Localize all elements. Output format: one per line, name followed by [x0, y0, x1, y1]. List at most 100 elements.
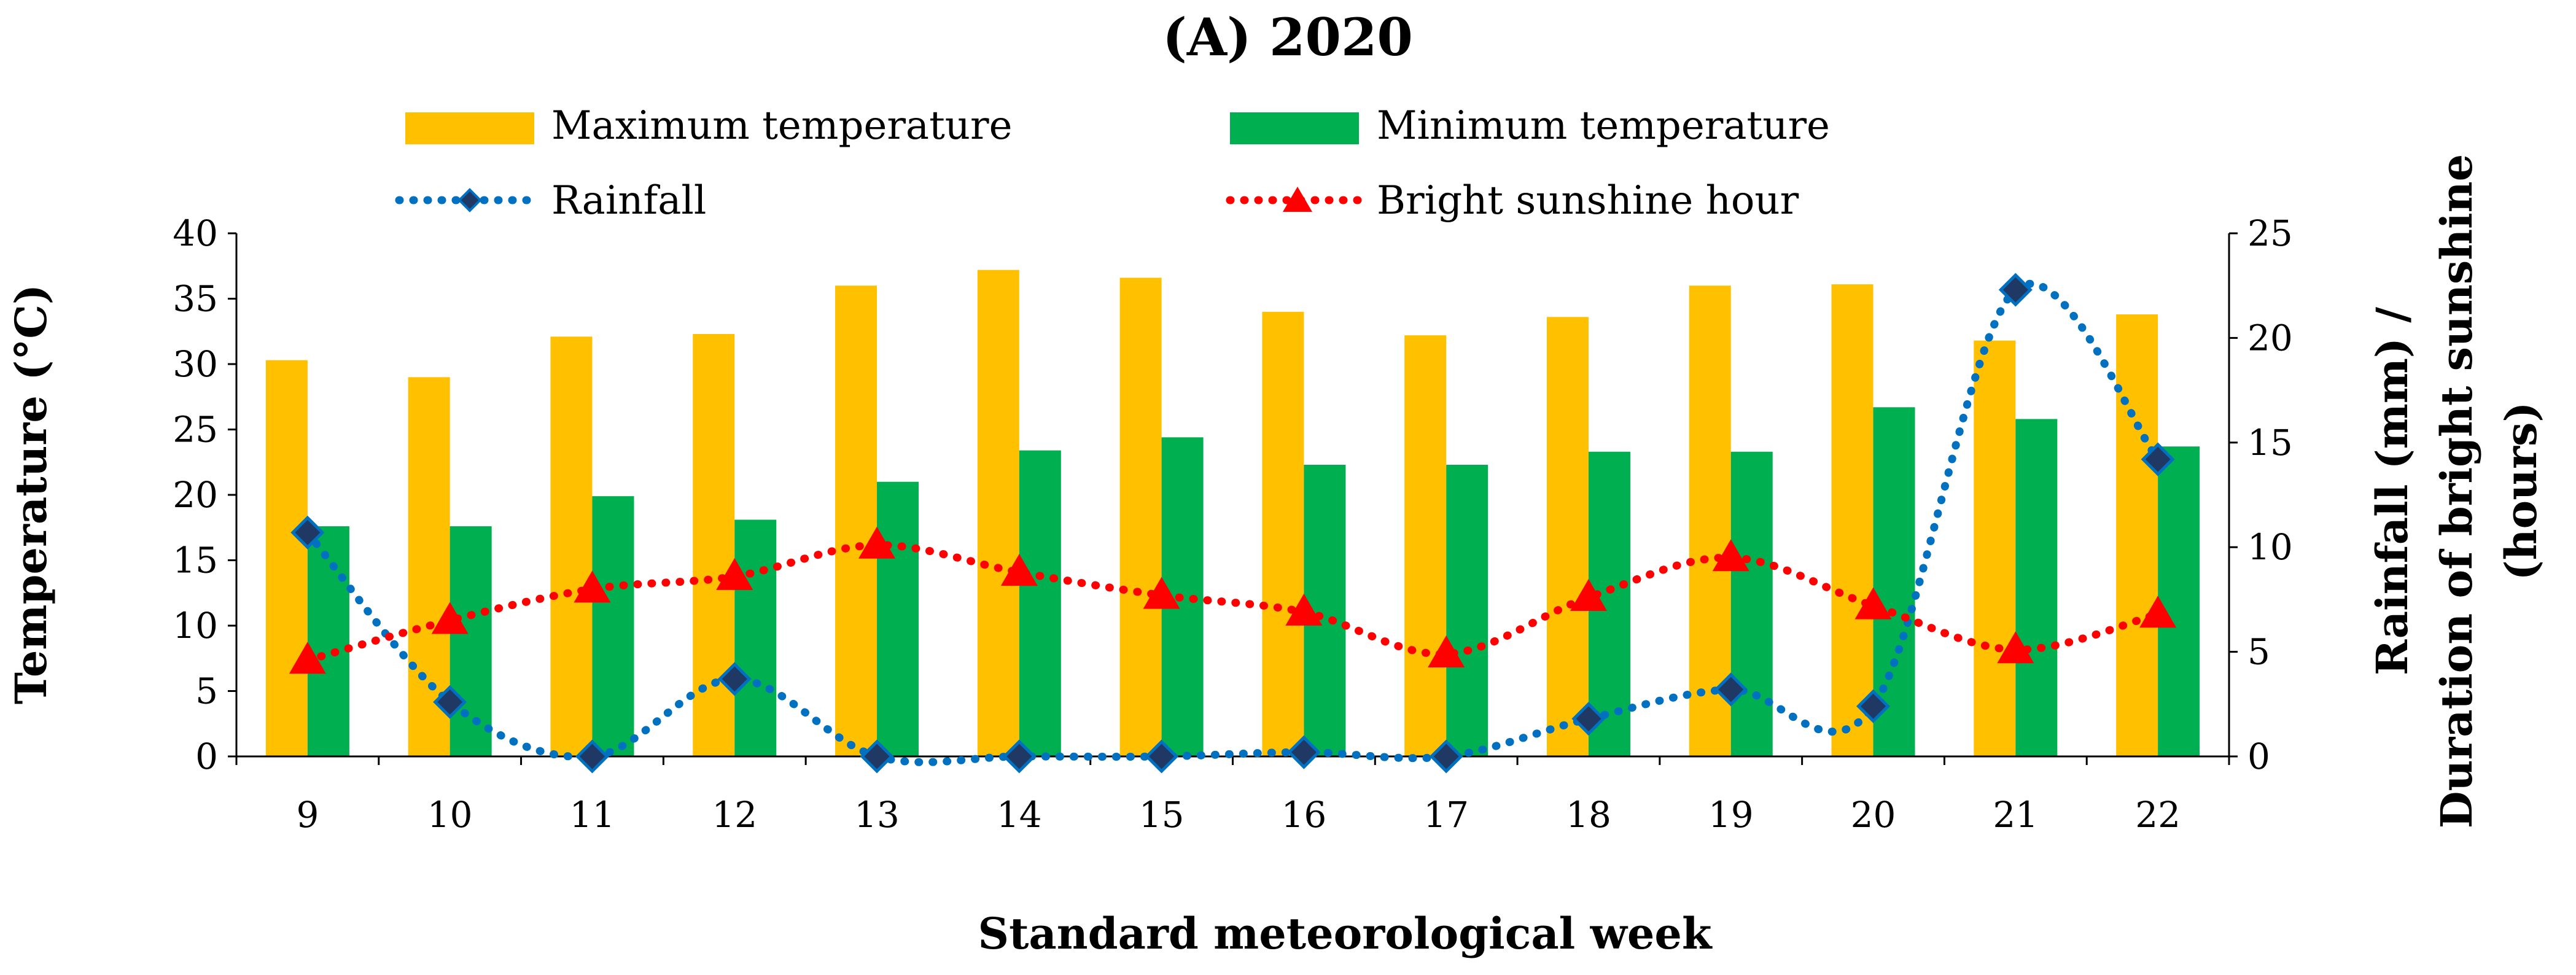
legend-marker-rainfall	[457, 188, 482, 212]
x-tick-label: 10	[427, 794, 473, 836]
legend: Maximum temperature Minimum temperature …	[395, 103, 1830, 223]
legend-label-max-temp: Maximum temperature	[551, 103, 1012, 149]
bar-min-temp-week-22	[2158, 446, 2200, 756]
point-rainfall-week-11	[575, 739, 609, 774]
point-rainfall-week-14	[1002, 739, 1037, 774]
bar-max-temp-week-20	[1831, 284, 1874, 756]
y2-tick-label: 25	[2247, 212, 2293, 254]
point-rainfall-week-13	[860, 739, 894, 774]
legend-label-min-temp: Minimum temperature	[1377, 103, 1830, 149]
point-rainfall-week-16	[1286, 735, 1321, 769]
point-rainfall-week-17	[1429, 739, 1463, 774]
y2-tick-label: 15	[2247, 422, 2293, 464]
point-sunshine-week-18	[1570, 578, 1607, 611]
point-rainfall-week-19	[1714, 672, 1748, 707]
x-tick-label: 12	[712, 794, 757, 836]
chart-title: (A) 2020	[1162, 7, 1413, 68]
point-sunshine-week-17	[1428, 635, 1465, 668]
x-tick-label: 22	[2135, 794, 2181, 836]
point-rainfall-week-20	[1856, 689, 1891, 723]
bar-min-temp-week-14	[1019, 450, 1061, 756]
bar-max-temp-week-18	[1546, 317, 1589, 756]
y-tick-label: 20	[173, 474, 218, 516]
bar-min-temp-week-9	[307, 526, 349, 756]
y-tick-label: 40	[173, 212, 218, 254]
bar-max-temp-week-14	[977, 270, 1019, 756]
x-tick-label: 19	[1708, 794, 1754, 836]
point-sunshine-week-21	[1997, 631, 2034, 664]
point-rainfall-week-18	[1571, 702, 1606, 736]
bar-max-temp-week-19	[1689, 286, 1731, 756]
point-sunshine-week-12	[716, 557, 753, 590]
legend-marker-sunshine	[1283, 187, 1312, 212]
point-rainfall-week-9	[290, 515, 325, 550]
x-tick-label: 18	[1566, 794, 1611, 836]
plot-area: 0 5 10 15 20 25 30 35 40 0 5 10 15 20 25 9 10 11 12 13 14 15 1…	[173, 212, 2293, 836]
legend-swatch-max-temp	[405, 112, 534, 144]
bar-min-temp-week-17	[1446, 465, 1488, 756]
bar-min-temp-week-12	[734, 519, 777, 756]
y2-tick-label: 5	[2247, 631, 2270, 673]
y2-axis-title-line-2: Duration of bright sunshine	[2431, 154, 2482, 828]
bar-max-temp-week-9	[265, 360, 308, 756]
bar-max-temp-week-15	[1119, 278, 1162, 756]
point-sunshine-week-20	[1854, 587, 1892, 620]
y2-axis-title-line-1: Rainfall (mm) /	[2367, 307, 2418, 675]
point-sunshine-week-11	[574, 570, 611, 603]
bar-min-temp-week-13	[877, 481, 919, 756]
x-tick-label: 11	[570, 794, 615, 836]
legend-label-rainfall: Rainfall	[551, 178, 706, 223]
point-sunshine-week-14	[1000, 554, 1038, 586]
y2-tick-label: 10	[2247, 526, 2293, 568]
y-tick-label: 30	[173, 343, 218, 385]
y2-axis-title-line-3: (hours)	[2496, 402, 2547, 580]
x-tick-label: 16	[1281, 794, 1326, 836]
y-tick-label: 15	[173, 540, 218, 581]
bar-max-temp-week-16	[1262, 311, 1304, 756]
point-sunshine-week-22	[2139, 596, 2177, 628]
y-tick-label: 10	[173, 605, 218, 647]
legend-label-sunshine: Bright sunshine hour	[1377, 178, 1799, 223]
point-sunshine-week-19	[1712, 539, 1749, 572]
bar-min-temp-week-21	[2015, 419, 2058, 756]
point-rainfall-week-12	[717, 662, 752, 696]
point-sunshine-week-16	[1285, 593, 1323, 626]
x-tick-label: 20	[1851, 794, 1896, 836]
point-rainfall-week-15	[1145, 739, 1179, 774]
line-rainfall	[303, 279, 2162, 766]
point-sunshine-week-9	[289, 642, 326, 674]
bar-min-temp-week-10	[449, 526, 492, 756]
bar-min-temp-week-11	[592, 496, 634, 756]
line-sunshine	[303, 541, 2162, 664]
x-tick-label: 15	[1139, 794, 1185, 836]
x-tick-label: 21	[1993, 794, 2038, 836]
y-tick-label: 0	[195, 736, 218, 777]
x-tick-label: 14	[997, 794, 1042, 836]
bar-max-temp-week-11	[550, 336, 593, 756]
y-tick-label: 35	[173, 278, 218, 320]
y-tick-label: 25	[173, 409, 218, 451]
x-tick-label: 13	[854, 794, 900, 836]
point-sunshine-week-15	[1143, 577, 1180, 609]
point-rainfall-week-22	[2141, 442, 2175, 476]
y2-axis-title: Rainfall (mm) / Duration of bright sunsh…	[2367, 154, 2547, 828]
point-rainfall-week-10	[433, 685, 467, 719]
y-axis-title: Temperature (°C)	[6, 284, 56, 704]
bar-min-temp-week-19	[1730, 451, 1773, 756]
legend-swatch-min-temp	[1230, 112, 1359, 144]
bar-max-temp-week-22	[2116, 314, 2158, 756]
bar-max-temp-week-17	[1404, 335, 1447, 756]
y2-tick-label: 20	[2247, 317, 2293, 359]
x-tick-label: 17	[1423, 794, 1469, 836]
y2-tick-label: 0	[2247, 736, 2270, 777]
point-rainfall-week-21	[1998, 273, 2033, 307]
y-tick-label: 5	[195, 670, 218, 712]
x-tick-label: 9	[296, 794, 319, 836]
bar-max-temp-week-12	[693, 334, 735, 756]
bar-max-temp-week-21	[1974, 340, 2016, 756]
x-axis-title: Standard meteorological week	[978, 908, 1713, 959]
point-sunshine-week-10	[431, 602, 469, 634]
bar-max-temp-week-13	[835, 286, 877, 756]
point-sunshine-week-13	[858, 526, 896, 559]
